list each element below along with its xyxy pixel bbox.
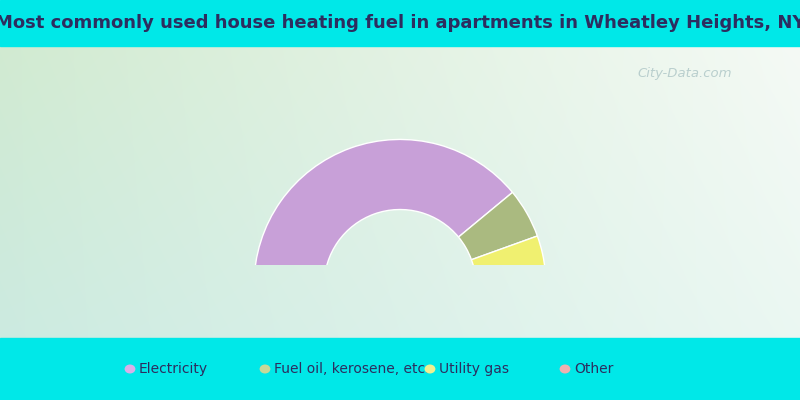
Text: Fuel oil, kerosene, etc.: Fuel oil, kerosene, etc.	[274, 362, 430, 376]
Polygon shape	[0, 0, 800, 46]
Ellipse shape	[259, 364, 270, 374]
Text: Utility gas: Utility gas	[439, 362, 509, 376]
Text: Most commonly used house heating fuel in apartments in Wheatley Heights, NY: Most commonly used house heating fuel in…	[0, 14, 800, 32]
Ellipse shape	[425, 364, 435, 374]
Ellipse shape	[125, 364, 135, 374]
Wedge shape	[458, 192, 538, 260]
Text: Other: Other	[574, 362, 614, 376]
Wedge shape	[254, 140, 513, 286]
Text: City-Data.com: City-Data.com	[638, 68, 732, 80]
Wedge shape	[475, 272, 546, 286]
Wedge shape	[471, 236, 546, 278]
Ellipse shape	[560, 364, 570, 374]
Text: Electricity: Electricity	[139, 362, 208, 376]
Polygon shape	[0, 338, 800, 400]
